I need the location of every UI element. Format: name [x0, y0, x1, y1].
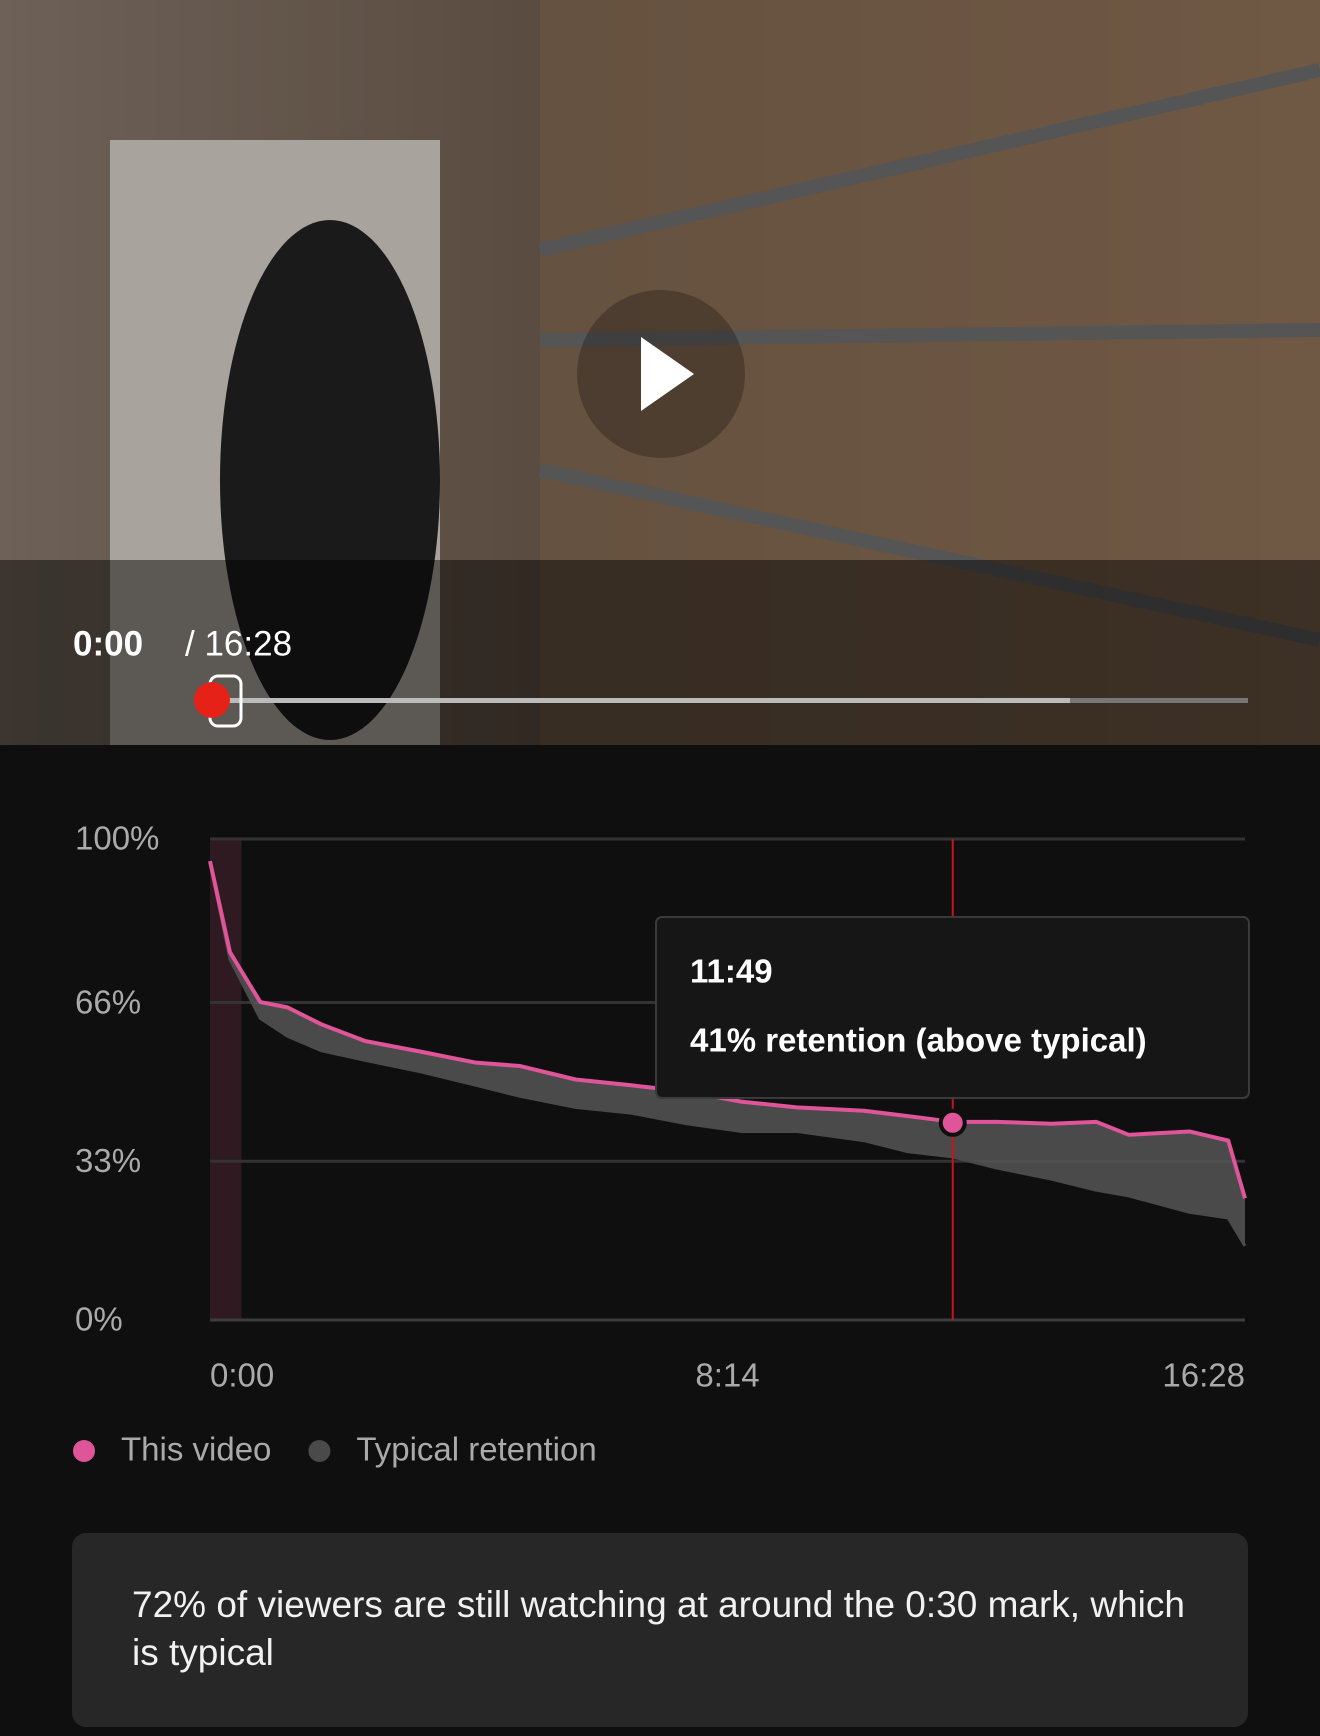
shelf	[538, 463, 1320, 647]
y-tick-label: 66%	[75, 983, 141, 1020]
video-player[interactable]: 0:00 / 16:28	[0, 0, 1320, 745]
highlight-region	[210, 839, 242, 1320]
legend-swatch	[308, 1440, 331, 1462]
legend-label: Typical retention	[356, 1431, 596, 1468]
legend-swatch	[73, 1440, 95, 1462]
current-time: 0:00	[73, 624, 143, 663]
legend-label: This video	[121, 1431, 271, 1468]
gap-area	[210, 861, 1245, 1246]
x-tick-label: 8:14	[695, 1357, 759, 1394]
x-tick-label: 0:00	[210, 1357, 274, 1394]
insight-text: 72% of viewers are still watching at aro…	[132, 1584, 1185, 1673]
series-line	[208, 862, 1247, 1247]
y-tick-label: 33%	[75, 1142, 141, 1179]
tooltip-marker	[938, 1108, 967, 1137]
insight-card: 72% of viewers are still watching at aro…	[72, 1533, 1248, 1727]
y-tick-label: 0%	[75, 1301, 123, 1338]
shelf	[539, 323, 1320, 347]
shelf	[538, 63, 1320, 257]
screen: 0:00 / 16:28 0% 33% 66% 100% 0:00 8:14 16:28 11…	[0, 0, 1320, 1468]
person	[220, 220, 440, 740]
x-tick-label: 16:28	[1162, 1357, 1245, 1394]
tooltip-box	[655, 916, 1250, 1099]
tooltip-time: 11:49	[690, 953, 773, 990]
tooltip-text: 41% retention (above typical)	[690, 1022, 1147, 1059]
playhead[interactable]	[194, 682, 230, 718]
duration: / 16:28	[185, 624, 292, 663]
y-tick-label: 100%	[75, 820, 159, 857]
buffered-bar	[210, 698, 1070, 703]
play-button[interactable]	[641, 337, 694, 411]
